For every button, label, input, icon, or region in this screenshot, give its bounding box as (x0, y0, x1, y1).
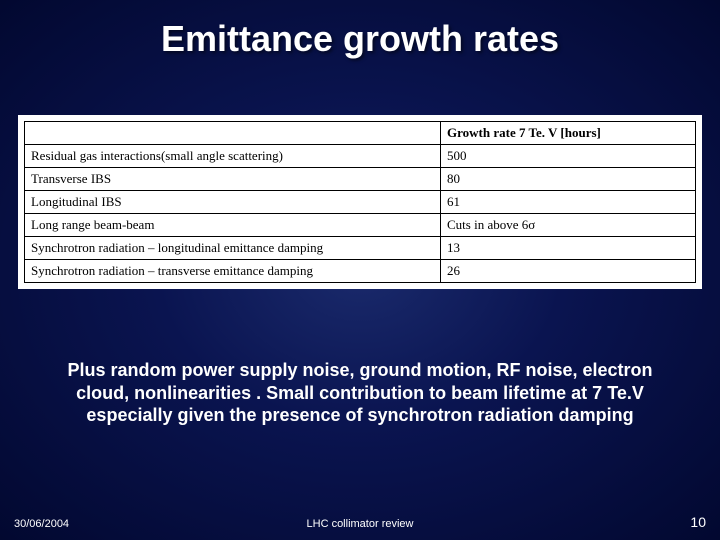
table-row: Synchrotron radiation – transverse emitt… (25, 260, 696, 283)
table-row: Longitudinal IBS 61 (25, 191, 696, 214)
row-value: Cuts in above 6σ (441, 214, 696, 237)
table-row: Long range beam-beam Cuts in above 6σ (25, 214, 696, 237)
table-row: Residual gas interactions(small angle sc… (25, 145, 696, 168)
row-label: Residual gas interactions(small angle sc… (25, 145, 441, 168)
row-value: 13 (441, 237, 696, 260)
header-growth-rate: Growth rate 7 Te. V [hours] (441, 122, 696, 145)
slide-title: Emittance growth rates (0, 0, 720, 60)
data-table-container: Growth rate 7 Te. V [hours] Residual gas… (18, 115, 702, 289)
header-empty (25, 122, 441, 145)
table-header-row: Growth rate 7 Te. V [hours] (25, 122, 696, 145)
row-label: Transverse IBS (25, 168, 441, 191)
row-value: 500 (441, 145, 696, 168)
row-label: Long range beam-beam (25, 214, 441, 237)
footer-page-number: 10 (690, 514, 706, 530)
row-value: 80 (441, 168, 696, 191)
row-label: Synchrotron radiation – transverse emitt… (25, 260, 441, 283)
row-label: Synchrotron radiation – longitudinal emi… (25, 237, 441, 260)
footer-date: 30/06/2004 (14, 518, 69, 530)
slide-footer: 30/06/2004 LHC collimator review 10 (0, 514, 720, 530)
row-value: 26 (441, 260, 696, 283)
body-paragraph: Plus random power supply noise, ground m… (60, 359, 660, 427)
row-label: Longitudinal IBS (25, 191, 441, 214)
table-row: Synchrotron radiation – longitudinal emi… (25, 237, 696, 260)
row-value: 61 (441, 191, 696, 214)
table-row: Transverse IBS 80 (25, 168, 696, 191)
footer-center-text: LHC collimator review (307, 518, 414, 530)
growth-rates-table: Growth rate 7 Te. V [hours] Residual gas… (24, 121, 696, 283)
